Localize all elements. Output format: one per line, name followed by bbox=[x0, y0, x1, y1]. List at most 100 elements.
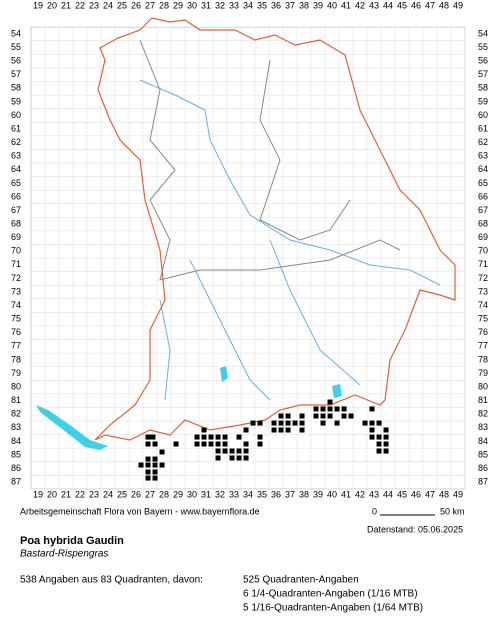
x-label: 22 bbox=[75, 489, 85, 499]
y-label: 84 bbox=[11, 436, 21, 446]
y-label: 75 bbox=[11, 314, 21, 324]
grid: 19 19 20 20 21 21 22 22 23 23 24 24 25 25 26 26 27 27 28 28… bbox=[11, 0, 488, 499]
y-label: 80 bbox=[11, 381, 21, 391]
credit: Arbeitsgemeinschaft Flora von Bayern - w… bbox=[20, 506, 260, 516]
occurrence-square bbox=[152, 475, 158, 481]
occurrence-square bbox=[243, 455, 249, 461]
common-name: Bastard-Rispengras bbox=[20, 549, 108, 560]
y-label: 71 bbox=[11, 259, 21, 269]
y-label: 69 bbox=[478, 232, 488, 242]
occurrence-square bbox=[376, 441, 382, 447]
district-border bbox=[259, 59, 351, 241]
occurrence-square bbox=[369, 406, 375, 412]
x-label: 49 bbox=[453, 0, 463, 10]
river bbox=[159, 299, 171, 401]
summary: 538 Angaben aus 83 Quadranten, davon: bbox=[20, 575, 203, 586]
count: 5 1/16-Quadranten-Angaben (1/64 MTB) bbox=[243, 603, 423, 614]
y-label: 72 bbox=[11, 273, 21, 283]
occurrence-square bbox=[215, 448, 221, 454]
y-label: 86 bbox=[11, 463, 21, 473]
occurrence-square bbox=[152, 441, 158, 447]
y-label: 55 bbox=[478, 42, 488, 52]
x-label: 44 bbox=[383, 0, 393, 10]
occurrence-square bbox=[222, 434, 228, 440]
x-label: 36 bbox=[271, 489, 281, 499]
y-label: 56 bbox=[478, 56, 488, 66]
x-label: 34 bbox=[243, 489, 253, 499]
y-label: 69 bbox=[11, 232, 21, 242]
occurrence-square bbox=[362, 420, 368, 426]
river bbox=[189, 259, 271, 401]
occurrence-square bbox=[383, 427, 389, 433]
occurrence-square bbox=[383, 434, 389, 440]
y-label: 54 bbox=[478, 28, 488, 38]
occurrence-square bbox=[292, 420, 298, 426]
occurrence-square bbox=[208, 434, 214, 440]
x-label: 31 bbox=[201, 0, 211, 10]
occurrence-square bbox=[138, 462, 144, 468]
occurrence-square bbox=[369, 434, 375, 440]
y-label: 62 bbox=[11, 137, 21, 147]
y-label: 70 bbox=[478, 246, 488, 256]
x-label: 32 bbox=[215, 0, 225, 10]
y-label: 80 bbox=[478, 381, 488, 391]
occurrence-square bbox=[383, 441, 389, 447]
lake-constance bbox=[36, 405, 108, 450]
y-label: 59 bbox=[11, 96, 21, 106]
occurrence-square bbox=[145, 434, 151, 440]
occurrence-square bbox=[320, 420, 326, 426]
occurrence-square bbox=[152, 469, 158, 475]
y-label: 77 bbox=[11, 341, 21, 351]
x-label: 20 bbox=[47, 489, 57, 499]
occurrence-square bbox=[299, 413, 305, 419]
x-label: 35 bbox=[257, 0, 267, 10]
occurrence-square bbox=[222, 441, 228, 447]
x-label: 27 bbox=[145, 0, 155, 10]
x-label: 21 bbox=[61, 489, 71, 499]
occurrence-square bbox=[334, 406, 340, 412]
occurrence-square bbox=[194, 441, 200, 447]
x-label: 49 bbox=[453, 489, 463, 499]
y-label: 73 bbox=[478, 286, 488, 296]
x-label: 27 bbox=[145, 489, 155, 499]
x-label: 46 bbox=[411, 0, 421, 10]
y-label: 56 bbox=[11, 56, 21, 66]
y-label: 79 bbox=[11, 368, 21, 378]
x-label: 47 bbox=[425, 489, 435, 499]
x-label: 28 bbox=[159, 489, 169, 499]
occurrence-square bbox=[236, 434, 242, 440]
lake bbox=[220, 366, 228, 382]
occurrence-square bbox=[341, 406, 347, 412]
occurrence-square bbox=[201, 427, 207, 433]
state-border bbox=[94, 17, 456, 441]
occurrence-square bbox=[257, 434, 263, 440]
occurrence-square bbox=[145, 469, 151, 475]
y-label: 68 bbox=[11, 218, 21, 228]
occurrence-square bbox=[215, 434, 221, 440]
y-label: 60 bbox=[11, 110, 21, 120]
y-label: 84 bbox=[478, 436, 488, 446]
occurrence-square bbox=[145, 456, 151, 462]
y-label: 76 bbox=[478, 327, 488, 337]
x-label: 22 bbox=[75, 0, 85, 10]
y-label: 64 bbox=[11, 164, 21, 174]
occurrence-square bbox=[159, 449, 165, 455]
lake bbox=[332, 384, 342, 398]
occurrence-square bbox=[320, 413, 326, 419]
occurrence-square bbox=[369, 427, 375, 433]
x-label: 42 bbox=[355, 489, 365, 499]
y-label: 70 bbox=[11, 246, 21, 256]
occurrence-square bbox=[376, 434, 382, 440]
x-label: 39 bbox=[313, 489, 323, 499]
x-label: 38 bbox=[299, 489, 309, 499]
x-label: 19 bbox=[33, 489, 43, 499]
y-label: 62 bbox=[478, 137, 488, 147]
x-label: 29 bbox=[173, 489, 183, 499]
occurrence-square bbox=[313, 413, 319, 419]
map-frame bbox=[30, 26, 466, 490]
y-label: 58 bbox=[478, 83, 488, 93]
occurrence-square bbox=[278, 420, 284, 426]
y-label: 81 bbox=[11, 395, 21, 405]
y-label: 57 bbox=[11, 69, 21, 79]
x-label: 26 bbox=[131, 0, 141, 10]
